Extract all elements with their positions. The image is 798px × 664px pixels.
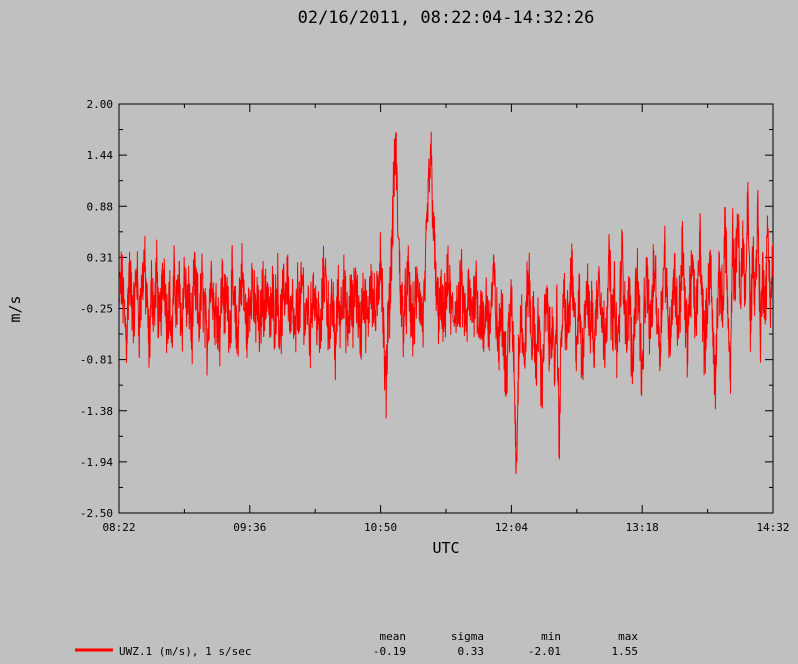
legend-value-min: -2.01 (528, 645, 561, 658)
y-axis-tick-labels: 2.00 1.44 0.88 0.31 -0.25 -0.81 -1.38 -1.94 -2.5… (80, 98, 113, 520)
legend-value-sigma: 0.33 (458, 645, 485, 658)
x-axis-title: UTC (432, 539, 459, 557)
y-tick-label: 0.31 (87, 251, 114, 264)
y-tick-label: 1.44 (87, 149, 114, 162)
legend-header-min: min (541, 630, 561, 643)
y-tick-label: -0.81 (80, 354, 113, 367)
legend-value-max: 1.55 (612, 645, 639, 658)
legend-header-sigma: sigma (451, 630, 484, 643)
y-tick-label: -1.94 (80, 456, 113, 469)
y-tick-label: -0.25 (80, 303, 113, 316)
x-tick-label: 12:04 (495, 521, 528, 534)
legend-header-mean: mean (380, 630, 407, 643)
legend-value-mean: -0.19 (373, 645, 406, 658)
x-tick-label: 08:22 (102, 521, 135, 534)
x-axis-tick-labels: 08:22 09:36 10:50 12:04 13:18 14:32 (102, 521, 789, 534)
x-tick-label: 13:18 (626, 521, 659, 534)
y-tick-label: 0.88 (87, 200, 114, 213)
legend-entry-label: UWZ.1 (m/s), 1 s/sec (119, 645, 251, 658)
x-tick-label: 14:32 (756, 521, 789, 534)
y-tick-label: 2.00 (87, 98, 114, 111)
chart-title: 02/16/2011, 08:22:04-14:32:26 (298, 8, 595, 28)
x-tick-label: 09:36 (233, 521, 266, 534)
y-tick-label: -1.38 (80, 405, 113, 418)
x-tick-label: 10:50 (364, 521, 397, 534)
series-line-uwz1 (119, 131, 773, 474)
axis-ticks (118, 103, 774, 514)
y-axis-title: m/s (6, 295, 24, 322)
y-tick-label: -2.50 (80, 507, 113, 520)
legend-header-max: max (618, 630, 638, 643)
